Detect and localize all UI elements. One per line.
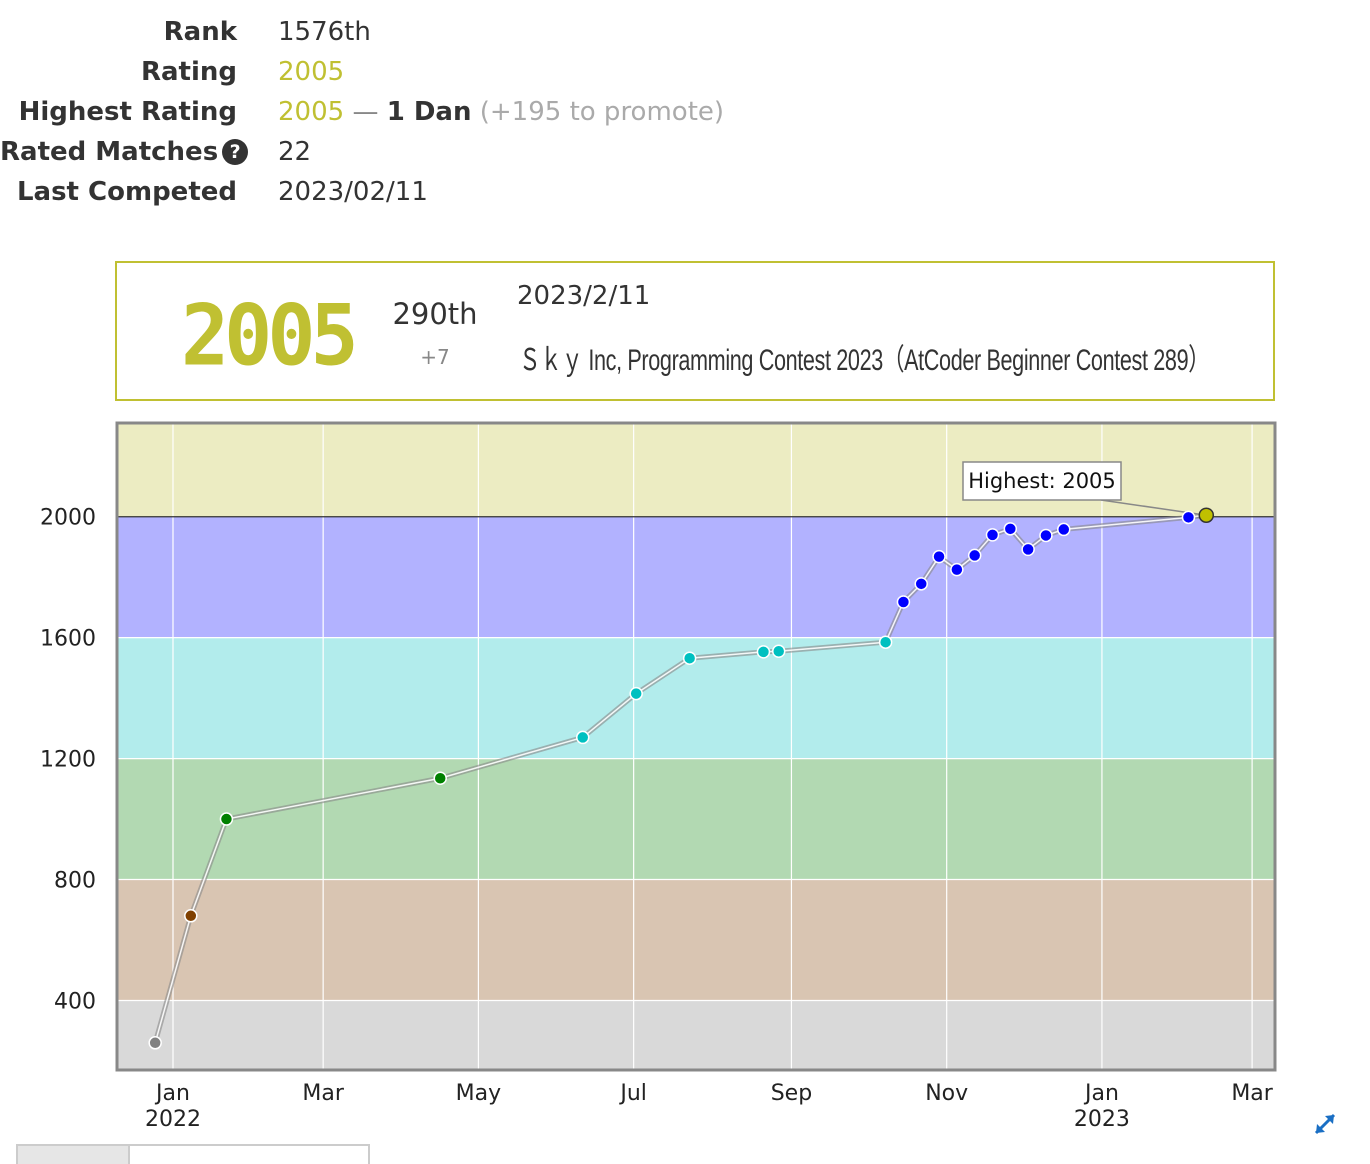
- card-contest-name[interactable]: Ｓｋｙ Inc, Programming Contest 2023（AtCode…: [519, 344, 1210, 377]
- x-tick-label-5: Nov: [925, 1081, 968, 1106]
- rated-matches-label-group: Rated Matches?: [0, 132, 249, 172]
- last-competed-row: Last Competed 2023/02/11: [0, 172, 700, 212]
- rating-point-19: [1057, 522, 1071, 537]
- rank-value: 1576th: [278, 17, 371, 47]
- expand-arrows-icon[interactable]: [1311, 1110, 1339, 1138]
- rating-value: 2005: [278, 57, 345, 87]
- x-tick-year-6: 2023: [1074, 1107, 1130, 1132]
- y-tick-label-2: 1200: [40, 748, 96, 773]
- rating-point-8: [771, 644, 786, 659]
- rating-label: Rating: [140, 57, 237, 87]
- rating-point-7: [756, 645, 771, 659]
- rating-point-14: [967, 548, 982, 563]
- highest-rating-value: 2005: [278, 97, 345, 127]
- rating-point-3: [433, 771, 447, 785]
- highest-rating-value-group: 2005 — 1 Dan (+195 to promote): [278, 92, 724, 132]
- x-tick-label-7: Mar: [1231, 1081, 1273, 1106]
- x-tick-label-2: May: [456, 1081, 501, 1106]
- rating-point-15: [985, 528, 1000, 542]
- rating-point-12: [932, 549, 946, 564]
- rating-point-9: [878, 635, 893, 649]
- rating-row: Rating 2005: [0, 52, 700, 92]
- x-tick-label-3: Jul: [618, 1081, 647, 1106]
- rating-point-18: [1039, 528, 1053, 543]
- rating-point-2: [219, 812, 234, 826]
- rating-point-0: [148, 1036, 162, 1050]
- rating-point-21: [1198, 507, 1215, 523]
- annotation-text: Highest: 2005: [968, 469, 1116, 493]
- x-tick-year-0: 2022: [145, 1107, 201, 1132]
- rated-matches-value: 22: [278, 137, 312, 167]
- question-circle-icon[interactable]: ?: [222, 139, 249, 165]
- x-tick-label-1: Mar: [302, 1081, 344, 1106]
- card-place: 290th: [392, 297, 478, 331]
- contest-detail-card: 2005 290th +7 2023/2/11 Ｓｋｙ Inc, Program…: [115, 261, 1275, 401]
- highest-rating-separator: —: [352, 97, 379, 127]
- last-competed-label: Last Competed: [16, 177, 237, 207]
- y-tick-label-1: 800: [54, 869, 96, 894]
- x-tick-label-4: Sep: [771, 1081, 812, 1106]
- y-tick-label-0: 400: [54, 989, 96, 1014]
- x-tick-label-6: Jan: [1083, 1081, 1119, 1106]
- rank-label: Rank: [163, 17, 237, 47]
- highest-rating-row: Highest Rating 2005 — 1 Dan (+195 to pro…: [0, 92, 724, 132]
- rating-line: [154, 514, 1207, 1043]
- card-rating: 2005: [181, 286, 359, 385]
- rated-matches-row: Rated Matches? 22: [0, 132, 700, 172]
- rating-point-16: [1003, 522, 1018, 536]
- rating-band-1: [117, 879, 1275, 1001]
- plot-frame: [115, 421, 1277, 1072]
- annotation-box: [962, 461, 1122, 501]
- card-delta: +7: [420, 345, 450, 369]
- rating-point-5: [629, 686, 643, 701]
- rank-row: Rank 1576th: [0, 12, 700, 52]
- y-tick-label-3: 1600: [40, 627, 96, 652]
- rating-point-11: [914, 577, 928, 591]
- tab-bar: [16, 1144, 370, 1164]
- dan-level: 1 Dan: [386, 97, 472, 127]
- rating-band-4: [117, 516, 1275, 638]
- rated-matches-label: Rated Matches: [0, 137, 219, 167]
- promote-hint: (+195 to promote): [479, 97, 725, 127]
- y-tick-label-4: 2000: [40, 506, 96, 531]
- rating-band-2: [117, 758, 1275, 880]
- tab-active[interactable]: [18, 1146, 130, 1164]
- card-date: 2023/2/11: [517, 281, 651, 311]
- rating-point-10: [896, 595, 911, 609]
- rating-point-20: [1181, 510, 1196, 525]
- highest-rating-label: Highest Rating: [18, 97, 237, 127]
- last-competed-value: 2023/02/11: [278, 177, 428, 207]
- rating-point-17: [1021, 542, 1035, 557]
- rating-point-13: [950, 562, 964, 577]
- x-tick-label-0: Jan: [154, 1081, 190, 1106]
- rating-point-4: [575, 730, 590, 745]
- rating-point-6: [682, 651, 697, 665]
- rating-band-0: [117, 1000, 1275, 1070]
- rating-point-1: [184, 909, 198, 923]
